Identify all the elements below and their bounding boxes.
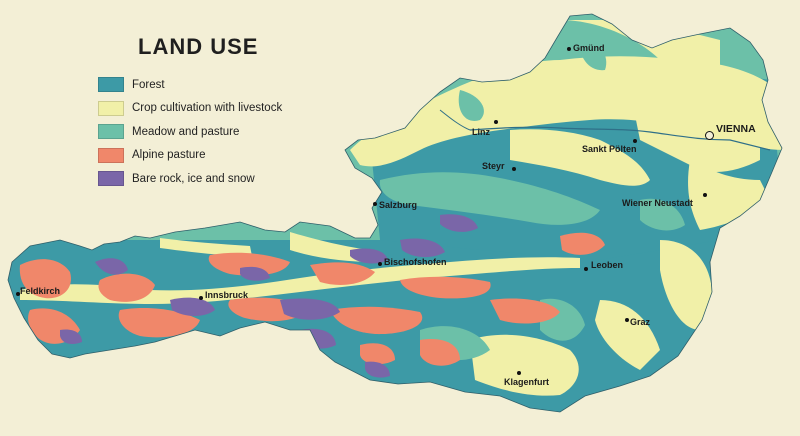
legend-item-alpine: Alpine pasture xyxy=(98,144,282,168)
swatch-forest xyxy=(98,77,124,93)
swatch-bare-rock xyxy=(98,171,124,187)
legend-item-forest: Forest xyxy=(98,73,282,97)
city-marker-gmund xyxy=(567,47,571,51)
capital-marker-vienna xyxy=(705,131,714,140)
legend-item-bare-rock: Bare rock, ice and snow xyxy=(98,167,282,191)
city-label-steyr: Steyr xyxy=(482,161,505,171)
swatch-crop xyxy=(98,100,124,116)
legend-label: Forest xyxy=(132,78,165,91)
city-marker-linz xyxy=(494,120,498,124)
city-label-gmund: Gmünd xyxy=(573,43,605,53)
map-legend: Forest Crop cultivation with livestock M… xyxy=(98,73,282,191)
city-marker-bischofshofen xyxy=(378,262,382,266)
city-marker-graz xyxy=(625,318,629,322)
map-title: LAND USE xyxy=(138,34,259,59)
legend-label: Alpine pasture xyxy=(132,149,206,162)
city-marker-klagenfurt xyxy=(517,371,521,375)
city-label-sankt-polten: Sankt Pölten xyxy=(582,144,637,154)
city-label-klagenfurt: Klagenfurt xyxy=(504,377,549,387)
city-label-feldkirch: Feldkirch xyxy=(20,286,61,296)
city-marker-salzburg xyxy=(373,202,377,206)
city-label-graz: Graz xyxy=(630,317,651,327)
city-marker-innsbruck xyxy=(199,296,203,300)
city-marker-steyr xyxy=(512,167,516,171)
city-label-innsbruck: Innsbruck xyxy=(205,290,249,300)
swatch-alpine xyxy=(98,147,124,163)
city-label-wiener-neustadt: Wiener Neustadt xyxy=(622,198,693,208)
legend-label: Meadow and pasture xyxy=(132,125,240,138)
city-label-vienna: VIENNA xyxy=(716,123,756,135)
city-marker-leoben xyxy=(584,267,588,271)
legend-item-meadow: Meadow and pasture xyxy=(98,120,282,144)
city-marker-sankt-polten xyxy=(633,139,637,143)
legend-item-crop: Crop cultivation with livestock xyxy=(98,97,282,121)
swatch-meadow xyxy=(98,124,124,140)
city-label-salzburg: Salzburg xyxy=(379,200,418,210)
city-label-linz: Linz xyxy=(472,127,490,137)
legend-label: Crop cultivation with livestock xyxy=(132,102,283,115)
legend-label: Bare rock, ice and snow xyxy=(132,172,255,185)
city-label-bischofshofen: Bischofshofen xyxy=(384,257,447,267)
city-label-leoben: Leoben xyxy=(591,260,624,270)
city-marker-wiener-neustadt xyxy=(703,193,707,197)
city-marker-feldkirch xyxy=(16,292,20,296)
